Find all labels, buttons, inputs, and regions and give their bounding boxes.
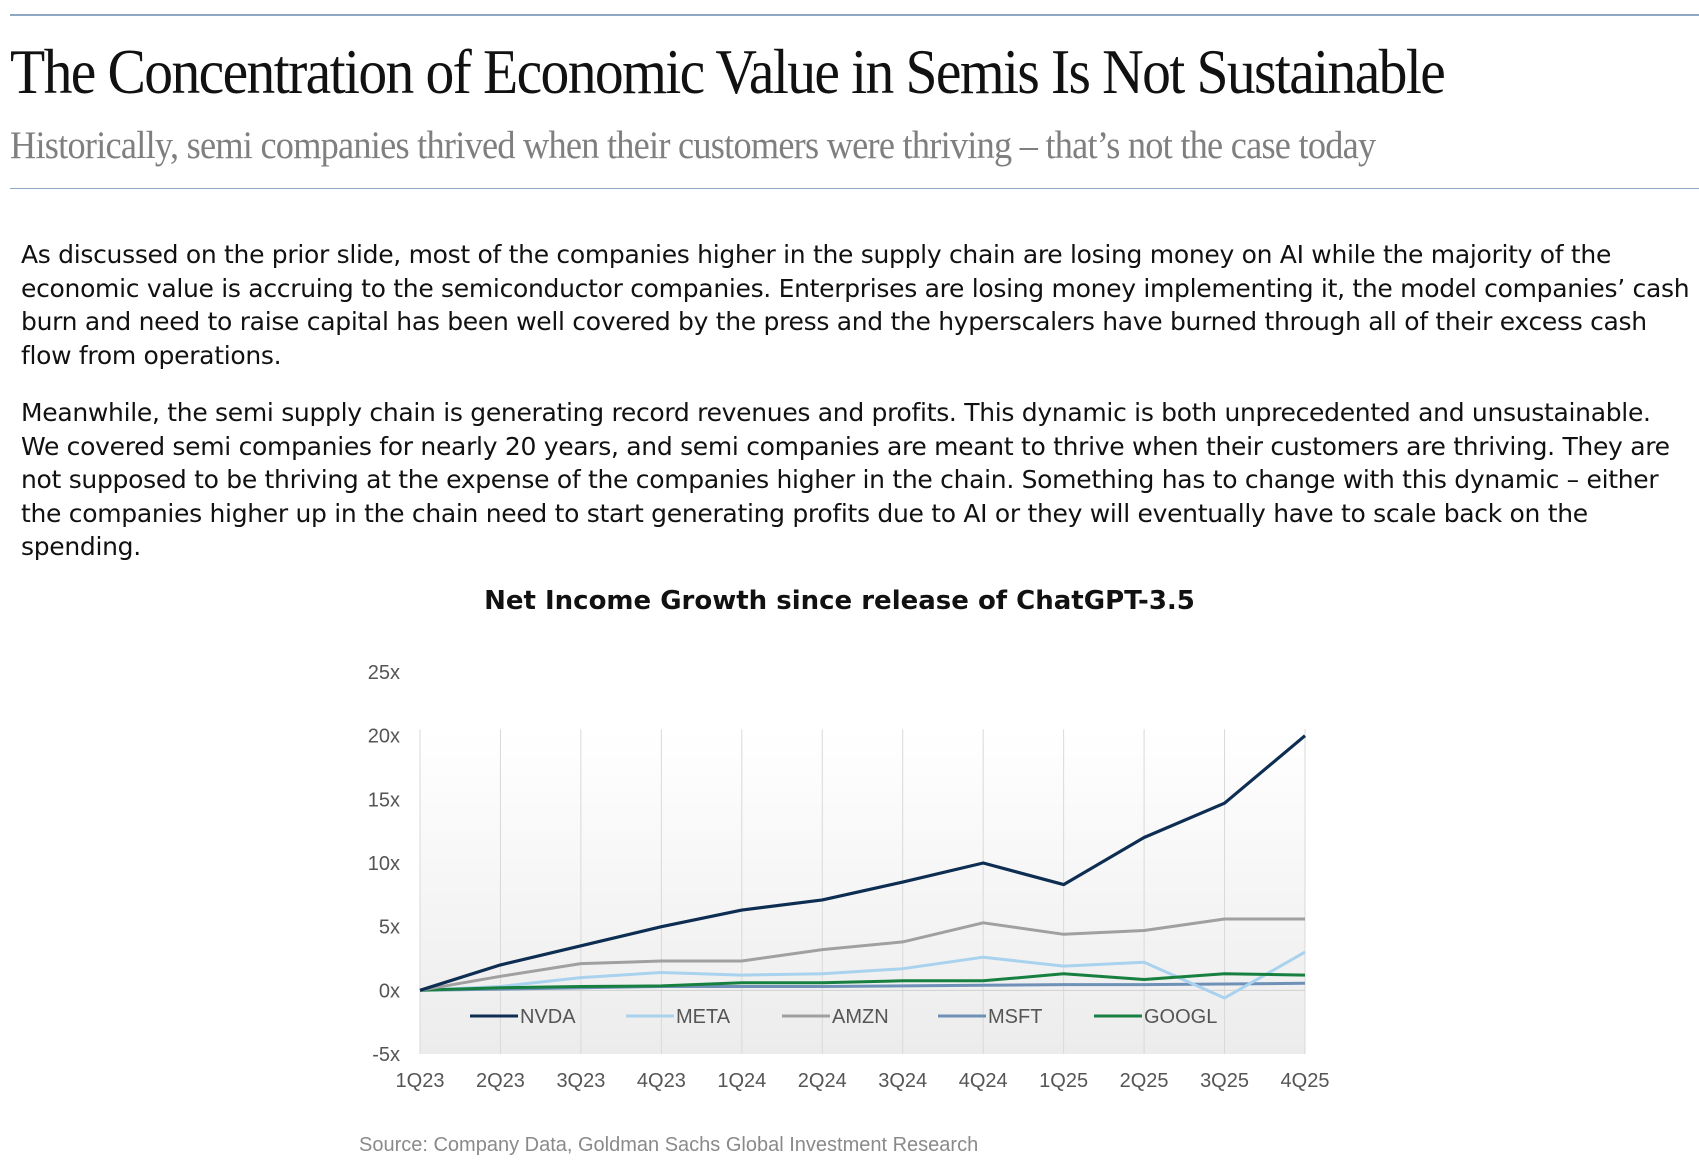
x-tick-label: 1Q23 — [396, 1070, 445, 1092]
header-bottom-rule — [10, 188, 1699, 189]
x-tick-label: 2Q23 — [476, 1070, 525, 1092]
series-lines — [419, 734, 1307, 1000]
y-tick-label: 5x — [379, 917, 400, 939]
x-tick-label: 4Q24 — [959, 1070, 1008, 1092]
x-tick-label: 1Q25 — [1039, 1070, 1088, 1092]
series-line-meta — [419, 950, 1306, 1000]
series-line-nvda — [419, 734, 1307, 992]
body-paragraph-1: As discussed on the prior slide, most of… — [21, 240, 1690, 370]
y-tick-label: -5x — [372, 1044, 400, 1066]
legend-label-googl: GOOGL — [1144, 1006, 1217, 1028]
chart-legend: NVDA META AMZN MSFT GOOGL — [470, 1006, 1217, 1028]
x-tick-label: 1Q24 — [717, 1070, 766, 1092]
y-tick-label: 10x — [368, 853, 400, 875]
legend-label-nvda: NVDA — [520, 1006, 576, 1028]
x-axis-tick-labels: 1Q23 2Q23 3Q23 4Q23 1Q24 2Q24 3Q24 4Q24 1Q25 2Q25… — [396, 1070, 1330, 1092]
y-tick-label: 20x — [368, 726, 400, 748]
source-note: Source: Company Data, Goldman Sachs Glob… — [359, 1134, 979, 1156]
y-tick-label: 0x — [379, 980, 400, 1002]
y-axis-tick-labels: -5x 0x 5x 10x 15x 20x 25x — [368, 662, 400, 1066]
y-tick-label: 15x — [368, 789, 400, 811]
series-line-amzn — [419, 917, 1305, 992]
x-tick-label: 3Q25 — [1200, 1070, 1249, 1092]
x-tick-label: 2Q24 — [798, 1070, 847, 1092]
legend-label-amzn: AMZN — [832, 1006, 889, 1028]
x-tick-label: 4Q25 — [1281, 1070, 1330, 1092]
legend-label-meta: META — [676, 1006, 731, 1028]
legend-label-msft: MSFT — [988, 1006, 1042, 1028]
x-tick-label: 4Q23 — [637, 1070, 686, 1092]
x-tick-label: 2Q25 — [1120, 1070, 1169, 1092]
vertical-gridlines — [419, 729, 1306, 1054]
header-top-rule — [10, 14, 1699, 16]
series-line-googl — [419, 972, 1306, 992]
net-income-growth-chart: -5x 0x 5x 10x 15x 20x 25x 1Q23 2Q23 3Q23 4Q23 1Q24… — [368, 662, 1330, 1092]
page-subtitle: Historically, semi companies thrived whe… — [10, 124, 1376, 167]
x-tick-label: 3Q23 — [556, 1070, 605, 1092]
y-tick-label: 25x — [368, 662, 400, 684]
body-paragraph-2: Meanwhile, the semi supply chain is gene… — [21, 398, 1670, 561]
x-tick-label: 3Q24 — [878, 1070, 927, 1092]
page-title: The Concentration of Economic Value in S… — [10, 36, 1446, 107]
chart-title: Net Income Growth since release of ChatG… — [484, 586, 1195, 616]
